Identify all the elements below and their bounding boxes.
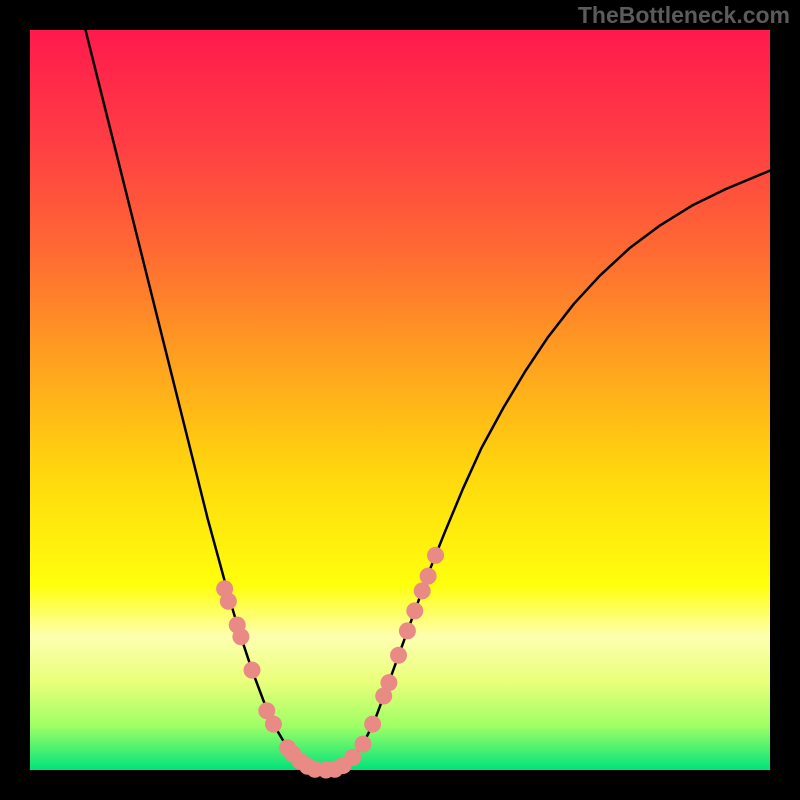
- curve-marker: [344, 749, 361, 766]
- curve-marker: [380, 674, 397, 691]
- curve-marker: [390, 647, 407, 664]
- curve-marker: [406, 602, 423, 619]
- curve-marker: [232, 628, 249, 645]
- curve-marker: [427, 547, 444, 564]
- curve-marker: [244, 662, 261, 679]
- bottleneck-chart: [0, 0, 800, 800]
- curve-marker: [364, 716, 381, 733]
- curve-marker: [399, 622, 416, 639]
- curve-marker: [220, 593, 237, 610]
- curve-marker: [265, 716, 282, 733]
- curve-marker: [355, 736, 372, 753]
- curve-marker: [414, 582, 431, 599]
- curve-marker: [420, 568, 437, 585]
- watermark-text: TheBottleneck.com: [578, 2, 790, 29]
